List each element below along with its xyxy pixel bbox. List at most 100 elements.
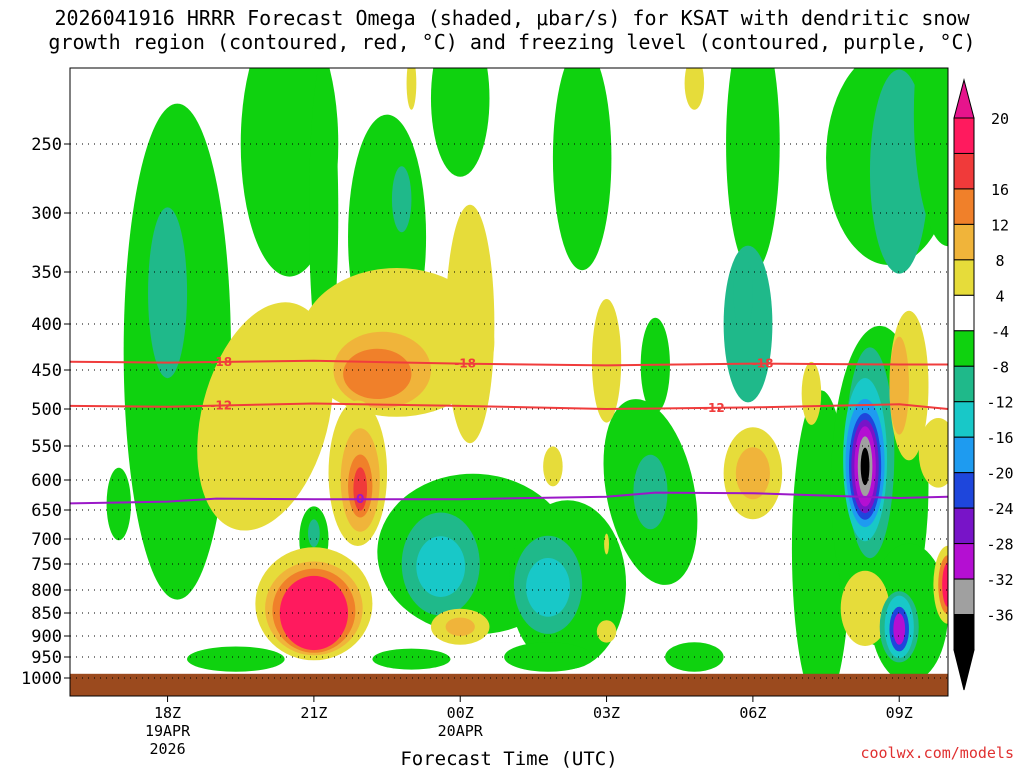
omega-region-48: [445, 204, 495, 444]
omega-region-14: [913, 68, 948, 247]
y-tick-label-600: 600: [31, 471, 62, 491]
x-tick-label-5: 09Z: [886, 704, 913, 722]
omega-region-6: [391, 166, 412, 233]
omega-region-37: [308, 519, 320, 548]
omega-region-59: [279, 575, 349, 651]
omega-region-74: [942, 562, 948, 608]
omega-region-61: [445, 617, 475, 636]
colorbar-segment-5: [953, 294, 975, 332]
colorbar-label-0: 20: [991, 110, 1009, 128]
colorbar-segment-7: [953, 365, 975, 403]
contour-label-0-0: 0: [356, 492, 364, 506]
colorbar-label-10: -24: [986, 500, 1013, 518]
omega-region-8: [552, 68, 612, 271]
y-tick-label-300: 300: [31, 204, 62, 224]
y-tick-label-900: 900: [31, 627, 62, 647]
omega-region-13: [869, 69, 929, 274]
x-tick-label-3: 03Z: [593, 704, 620, 722]
x-tick-label-1: 21Z: [300, 704, 327, 722]
omega-region-70: [889, 336, 909, 435]
ground-terrain: [70, 673, 948, 696]
omega-region-17: [633, 454, 668, 530]
y-tick-label-350: 350: [31, 263, 62, 283]
colorbar-segment-10: [953, 472, 975, 509]
contour-label--18-1: -18: [454, 357, 476, 371]
contour-label--12-0: -12: [210, 399, 232, 413]
colorbar-segment-14: [953, 614, 975, 651]
x-tick-sublabel-2-0: 20APR: [438, 722, 484, 740]
y-tick-label-250: 250: [31, 135, 62, 155]
chart-title-line-2: growth region (contoured, red, °C) and f…: [48, 30, 976, 54]
chart-title-line-1: 2026041916 HRRR Forecast Omega (shaded, …: [54, 6, 970, 30]
contour-label--18-2: -18: [752, 357, 774, 371]
y-tick-label-500: 500: [31, 400, 62, 420]
colorbar-label-11: -28: [986, 536, 1013, 554]
omega-region-43: [187, 646, 285, 672]
colorbar-segment-13: [953, 578, 975, 616]
x-tick-sublabel-0-0: 19APR: [145, 722, 191, 740]
colorbar-segment-6: [953, 330, 975, 367]
y-tick-label-950: 950: [31, 648, 62, 668]
colorbar-segment-9: [953, 436, 975, 474]
y-tick-label-550: 550: [31, 437, 62, 457]
y-tick-label-1000: 1000: [21, 669, 62, 689]
colorbar-label-2: 12: [991, 216, 1009, 234]
omega-region-9: [726, 68, 780, 272]
colorbar-segment-11: [953, 507, 975, 545]
colorbar-segment-4: [953, 259, 975, 296]
omega-region-7: [430, 68, 490, 177]
colorbar-label-3: 8: [995, 252, 1004, 270]
x-tick-sublabel-0-1: 2026: [149, 740, 185, 758]
omega-region-51: [197, 302, 333, 531]
omega-region-28: [860, 447, 870, 486]
omega-region-65: [543, 446, 563, 487]
omega-region-75: [406, 68, 417, 110]
y-tick-label-850: 850: [31, 604, 62, 624]
x-tick-label-0: 18Z: [154, 704, 181, 722]
y-tick-label-750: 750: [31, 555, 62, 575]
contour-dendritic--18: [70, 359, 948, 367]
colorbar-label-5: -4: [991, 323, 1009, 341]
y-tick-label-800: 800: [31, 581, 62, 601]
colorbar-bottom-arrow: [953, 649, 975, 691]
omega-region-11: [733, 255, 753, 330]
omega-region-50: [343, 348, 412, 400]
omega-region-40: [416, 536, 466, 597]
omega-region-67: [596, 620, 617, 643]
omega-region-45: [504, 642, 592, 672]
colorbar-label-6: -8: [991, 358, 1009, 376]
colorbar-label-13: -36: [986, 607, 1013, 625]
y-tick-label-700: 700: [31, 530, 62, 550]
contour-dendritic--12: [70, 402, 948, 411]
colorbar-segment-12: [953, 543, 975, 580]
omega-region-29: [840, 570, 890, 647]
y-tick-label-450: 450: [31, 361, 62, 381]
omega-region-63: [735, 447, 770, 500]
y-tick-label-400: 400: [31, 315, 62, 335]
colorbar-segment-8: [953, 401, 975, 438]
omega-region-2: [106, 467, 131, 541]
colorbar-segment-0: [953, 117, 975, 154]
plot-frame: [69, 67, 949, 697]
x-axis-label: Forecast Time (UTC): [400, 748, 617, 768]
colorbar-segment-3: [953, 223, 975, 261]
omega-region-44: [372, 648, 451, 670]
omega-region-1: [148, 207, 188, 379]
omega-region-66: [801, 361, 822, 425]
colorbar-top-arrow: [953, 78, 975, 119]
omega-region-42: [526, 558, 570, 617]
omega-region-64: [591, 299, 622, 423]
colorbar-label-7: -12: [986, 394, 1013, 412]
colorbar-segment-1: [953, 152, 975, 190]
omega-region-71: [918, 418, 948, 488]
y-tick-label-650: 650: [31, 501, 62, 521]
colorbar-label-4: 4: [995, 287, 1004, 305]
contour-label--18-0: -18: [210, 355, 232, 369]
omega-region-68: [604, 533, 609, 555]
colorbar-label-9: -20: [986, 465, 1013, 483]
x-tick-label-4: 06Z: [739, 704, 766, 722]
credit-text[interactable]: coolwx.com/models: [860, 744, 1014, 762]
colorbar-label-1: 16: [991, 181, 1009, 199]
colorbar-label-12: -32: [986, 571, 1013, 589]
